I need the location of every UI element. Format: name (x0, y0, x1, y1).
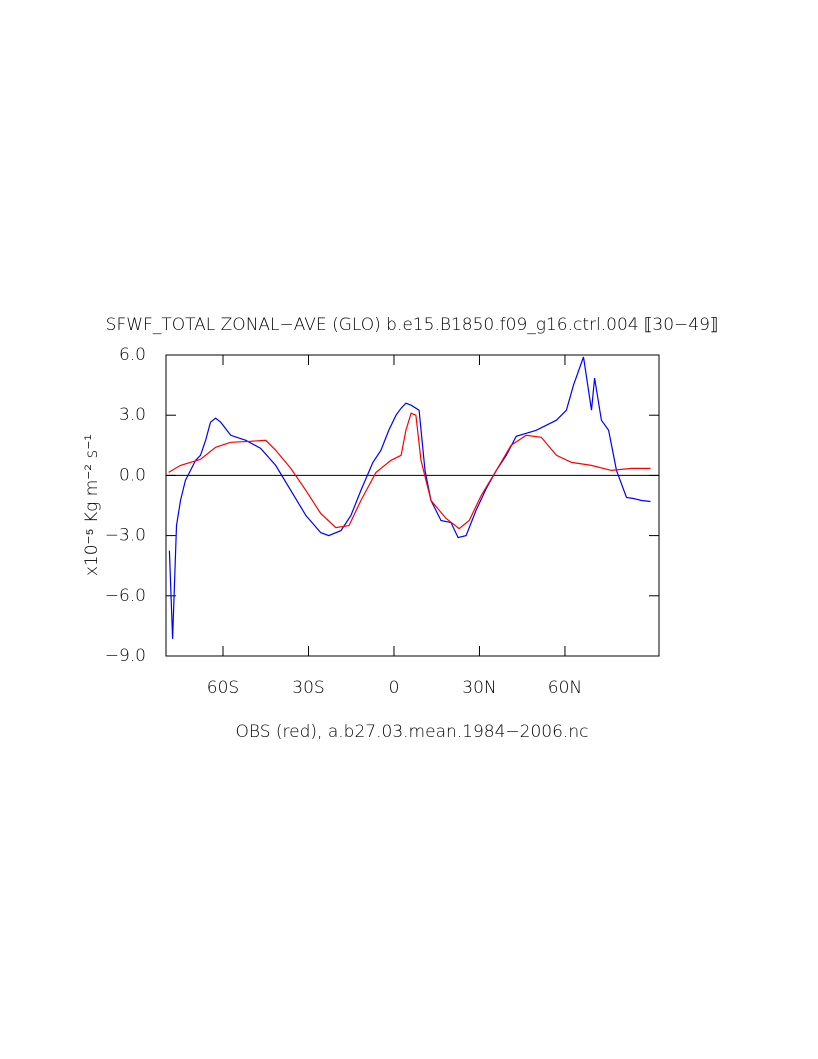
y-tick-label: 6.0 (119, 345, 146, 365)
x-tick-label: 60N (548, 678, 582, 698)
x-axis-title: OBS (red), a.b27.03.mean.1984−2006.nc (236, 722, 589, 742)
chart-title: SFWF_TOTAL ZONAL−AVE (GLO) b.e15.B1850.f… (106, 315, 719, 335)
x-tick-label: 30S (292, 678, 324, 698)
y-tick-label: −9.0 (105, 646, 146, 666)
x-tick-label: 30N (462, 678, 496, 698)
x-tick-label: 60S (207, 678, 239, 698)
y-axis-title: x10⁻⁵ Kg m⁻² s⁻¹ (82, 434, 102, 576)
y-tick-label: −3.0 (105, 526, 146, 546)
plot-frame (165, 354, 660, 657)
x-tick-label: 0 (389, 678, 400, 698)
data-line (168, 412, 651, 530)
data-line (168, 356, 651, 639)
y-tick-label: −6.0 (105, 586, 146, 606)
y-tick-label: 3.0 (119, 405, 146, 425)
y-tick-label: 0.0 (119, 465, 146, 485)
